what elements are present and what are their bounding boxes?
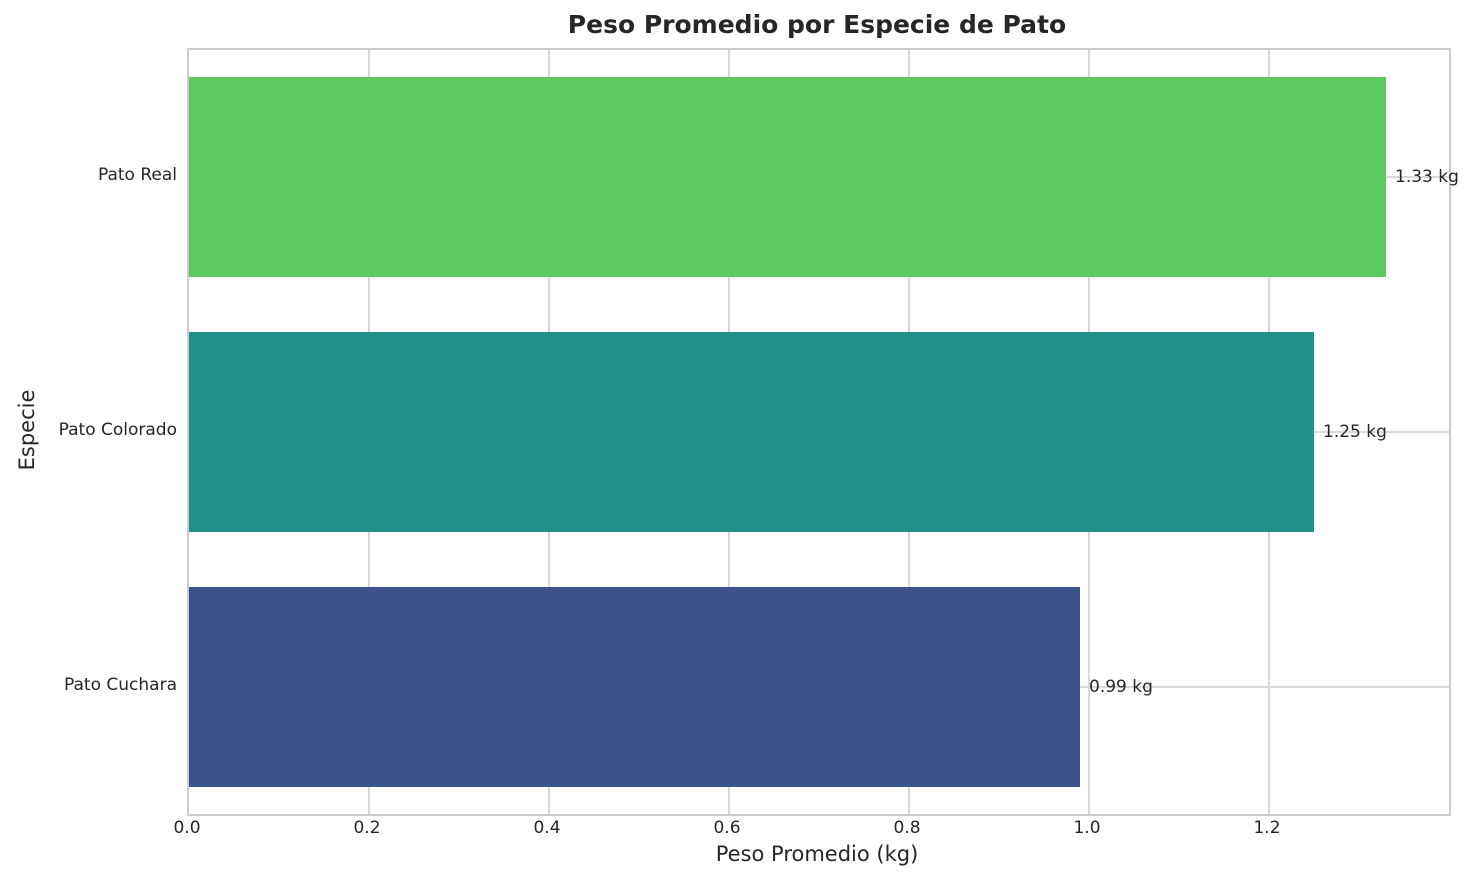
x-tick-label: 1.2 — [1253, 818, 1281, 838]
bar-value-label: 1.25 kg — [1323, 422, 1387, 442]
x-tick-label: 1.0 — [1073, 818, 1101, 838]
y-tick-label: Pato Colorado — [58, 420, 177, 440]
plot-area: 1.33 kg 1.25 kg 0.99 kg — [187, 48, 1459, 816]
y-tick-label: Pato Cuchara — [64, 674, 177, 695]
y-axis-label: Especie — [15, 389, 39, 471]
y-tick-label: Pato Real — [97, 165, 177, 186]
x-tick-label: 0.8 — [893, 818, 921, 838]
x-tick-label: 0.6 — [713, 818, 741, 838]
x-tick-label: 0.0 — [173, 818, 201, 838]
bar-pato-cuchara — [189, 586, 1080, 787]
x-axis-label: Peso Promedio (kg) — [715, 842, 919, 866]
bar-pato-real — [189, 77, 1386, 278]
bar-pato-colorado — [189, 332, 1314, 532]
x-tick-label: 0.2 — [353, 818, 381, 838]
bar-value-label: 0.99 kg — [1089, 676, 1153, 697]
chart-title: Peso Promedio por Especie de Pato — [567, 10, 1067, 39]
bar-value-label: 1.33 kg — [1395, 167, 1459, 188]
x-tick-label: 0.4 — [533, 818, 561, 838]
